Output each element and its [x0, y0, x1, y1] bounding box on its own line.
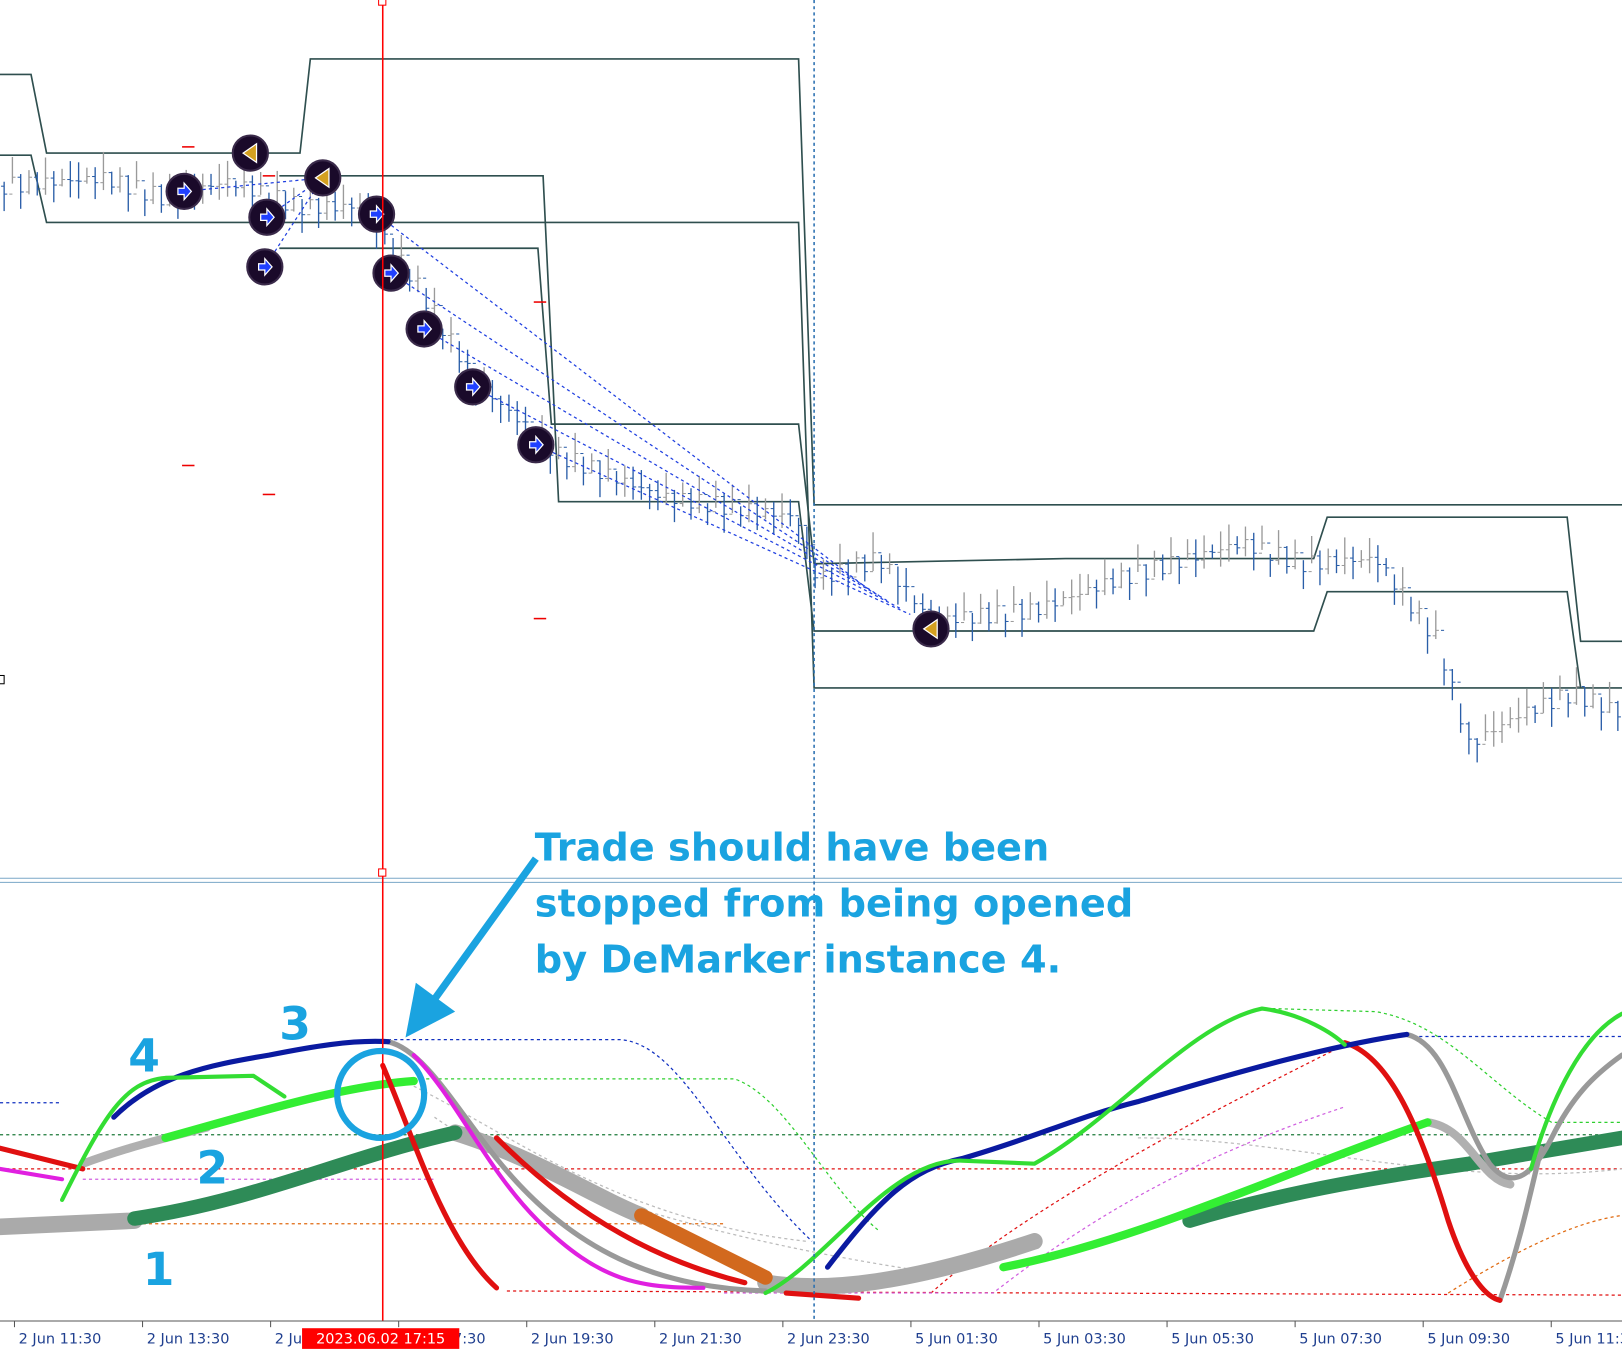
trade-arrow [242, 142, 258, 164]
trade-arrow [465, 376, 481, 397]
trade-line [423, 328, 890, 603]
time-label: 5 Jun 07:30 [1299, 1332, 1382, 1348]
curve-magenta [0, 1053, 706, 1290]
annotation-arrow-head [405, 982, 456, 1038]
instance-label: 4 [128, 1030, 160, 1083]
small-box [0, 674, 5, 685]
time-label: 2 Jun 13:30 [147, 1332, 230, 1348]
trade-arrow [177, 181, 193, 202]
trade-line [184, 177, 323, 192]
indicator-pane [0, 1006, 1622, 1303]
trade-arrow [369, 204, 385, 225]
annotation-arrow-shaft [431, 856, 539, 1002]
trade-arrow [314, 167, 330, 189]
annotation-line: Trade should have been [535, 826, 1049, 871]
annotation-line: by DeMarker instance 4. [535, 937, 1061, 982]
channel-line [0, 58, 1622, 506]
channel-line [279, 247, 1622, 643]
time-label: 5 Jun 11:30 [1555, 1332, 1622, 1348]
instance-label: 1 [143, 1243, 175, 1296]
trade-arrow [260, 207, 275, 228]
time-label: 2 Jun 21:30 [659, 1332, 742, 1348]
highlight-circle [334, 1047, 428, 1141]
level-marks [182, 146, 547, 620]
time-label: 5 Jun 03:30 [1043, 1332, 1126, 1348]
dashed-line [413, 1007, 1622, 1232]
instance-label: 3 [279, 998, 311, 1051]
trade-line [376, 213, 870, 591]
crosshair-handle [378, 868, 387, 877]
price-pane [0, 58, 1622, 763]
curve-4-green [59, 1006, 1622, 1296]
curve-1-orange [634, 1208, 773, 1285]
trade-arrow [417, 319, 433, 339]
crosshair-handle [378, 0, 387, 6]
crosshair-time-box [302, 1328, 460, 1349]
dashed-line [0, 1044, 1622, 1296]
curve-2-green [161, 1076, 1432, 1272]
time-label: 2 Jun 23:30 [787, 1332, 870, 1348]
time-label: 2 Jun 11:30 [19, 1332, 102, 1348]
curve-4-blue [111, 1031, 1410, 1270]
trade-arrow [257, 256, 273, 277]
dashed-line [82, 1106, 1345, 1294]
dashed-line [0, 1035, 1622, 1242]
time-label: 5 Jun 05:30 [1171, 1332, 1254, 1348]
channel-line [0, 154, 1622, 689]
trade-arrow [922, 618, 938, 640]
trade-arrow [529, 434, 544, 455]
trade-markers [165, 134, 950, 648]
crosshair-time-label: 2023.06.02 17:15 [316, 1332, 445, 1348]
trade-arrow [384, 263, 400, 284]
time-label: 5 Jun 01:30 [915, 1332, 998, 1348]
instance-label: 2 [197, 1141, 229, 1194]
time-label: 2 Jun 19:30 [531, 1332, 614, 1348]
trade-line [535, 444, 911, 616]
time-label: 5 Jun 09:30 [1427, 1332, 1510, 1348]
annotation-line: stopped from being opened [535, 882, 1133, 927]
time-axis: 2 Jun 11:302 Jun 13:302 Jun 15:302 Jun 1… [13, 1320, 1622, 1348]
trade-line [390, 272, 880, 597]
curve-red [0, 1040, 1503, 1303]
